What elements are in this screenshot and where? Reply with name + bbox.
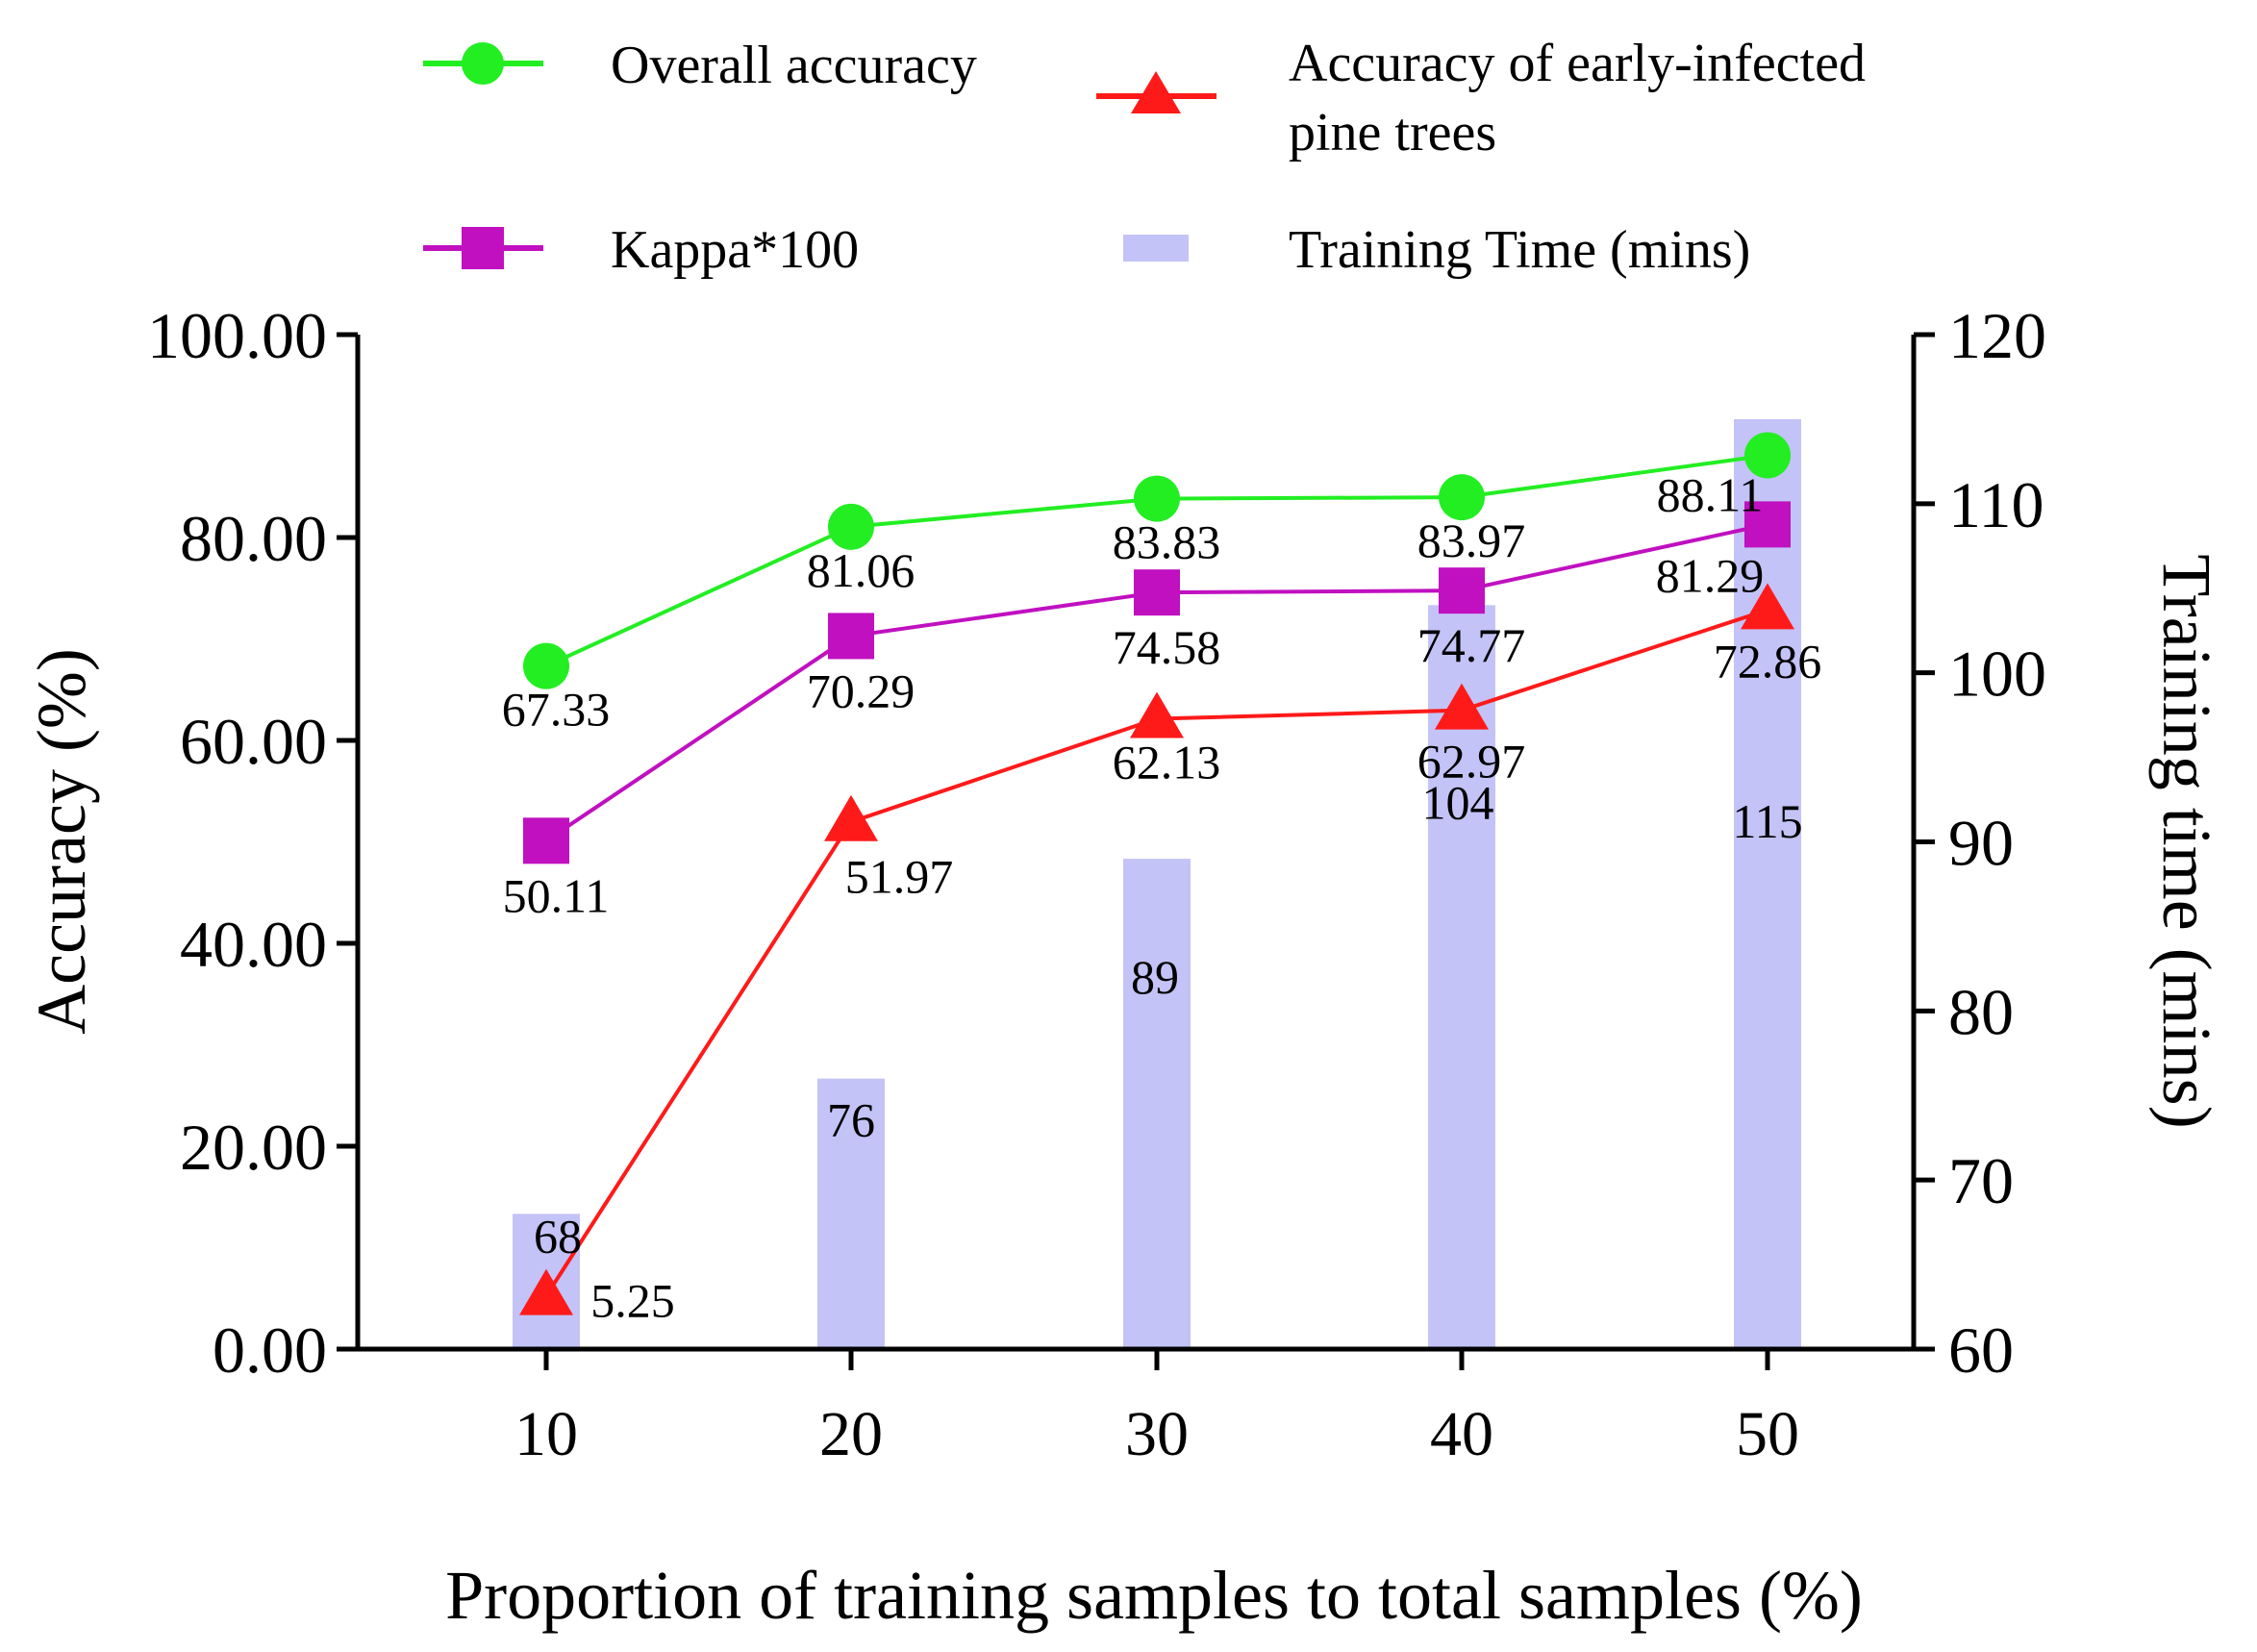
legend-item-training-time: Training Time (mins): [1123, 220, 1750, 280]
left-tick-label-3: 60.00: [180, 705, 327, 778]
legend-label-kappa: Kappa*100: [611, 220, 859, 280]
bar-training-time-20: [817, 1078, 885, 1349]
marker-overall-accuracy-50: [1744, 432, 1791, 479]
bar-series-training-time: [513, 418, 1801, 1350]
axes: 0.00 20.00 40.00 60.00 80.00 100.00 60 70 80 90 1…: [147, 299, 2046, 1469]
label-kappa-50: 81.29: [1656, 548, 1765, 602]
x-axis-ticks: 10 20 30 40 50: [514, 1349, 1799, 1469]
label-overall-accuracy-20: 81.06: [807, 543, 915, 597]
marker-kappa-50: [1744, 501, 1791, 548]
label-early-infected-10: 5.25: [590, 1274, 675, 1328]
x-tick-label-50: 50: [1736, 1399, 1799, 1469]
x-tick-label-10: 10: [514, 1399, 578, 1469]
right-tick-label-1: 70: [1948, 1144, 2014, 1217]
right-tick-label-0: 60: [1948, 1314, 2014, 1387]
right-tick-label-3: 90: [1948, 807, 2014, 880]
label-kappa-30: 74.58: [1113, 620, 1221, 674]
marker-group: [519, 432, 1794, 1315]
bar-training-time-30: [1123, 859, 1191, 1349]
x-tick-label-40: 40: [1430, 1399, 1493, 1469]
right-tick-label-2: 80: [1948, 975, 2014, 1048]
label-kappa-40: 74.77: [1417, 618, 1526, 672]
legend-item-kappa: Kappa*100: [423, 220, 859, 280]
marker-overall-accuracy-10: [523, 642, 569, 689]
label-early-infected-30: 62.13: [1113, 736, 1221, 789]
marker-early-infected-20: [824, 794, 878, 841]
marker-kappa-30: [1134, 569, 1180, 616]
marker-kappa-40: [1439, 567, 1485, 614]
label-early-infected-50: 72.86: [1714, 634, 1822, 688]
label-training-time-30: 89: [1131, 950, 1179, 1004]
legend-item-early-infected: Accuracy of early-infected pine trees: [1096, 34, 1866, 163]
marker-kappa-10: [523, 817, 569, 864]
left-tick-label-1: 20.00: [180, 1111, 327, 1184]
left-tick-label-0: 0.00: [213, 1314, 327, 1387]
legend-marker-bar: [1123, 235, 1189, 262]
marker-kappa-20: [828, 613, 874, 660]
legend-marker-square: [462, 227, 504, 269]
label-kappa-10: 50.11: [503, 868, 610, 922]
left-tick-label-2: 40.00: [180, 908, 327, 981]
right-tick-label-6: 120: [1948, 299, 2046, 372]
legend-label-early-infected-line2: pine trees: [1289, 103, 1496, 163]
legend-marker-triangle: [1131, 71, 1181, 113]
label-early-infected-20: 51.97: [845, 850, 954, 904]
left-axis-title: Accuracy (%): [23, 648, 100, 1035]
left-tick-label-5: 100.00: [147, 299, 327, 372]
legend: Overall accuracy Accuracy of early-infec…: [423, 34, 1866, 280]
label-overall-accuracy-50: 88.11: [1657, 467, 1764, 521]
label-kappa-20: 70.29: [807, 663, 915, 717]
right-tick-label-5: 110: [1948, 468, 2044, 541]
label-training-time-10: 68: [534, 1209, 582, 1263]
right-tick-label-4: 100: [1948, 638, 2046, 711]
x-axis-title: Proportion of training samples to total …: [445, 1557, 1863, 1634]
label-training-time-40: 104: [1422, 775, 1494, 829]
legend-item-overall-accuracy: Overall accuracy: [423, 36, 977, 95]
bar-training-time-50: [1734, 418, 1801, 1350]
marker-overall-accuracy-20: [828, 503, 874, 550]
label-training-time-50: 115: [1732, 794, 1802, 848]
legend-marker-circle: [462, 42, 504, 85]
right-axis-title: Training time (mins): [2148, 554, 2225, 1128]
legend-label-early-infected-line1: Accuracy of early-infected: [1289, 34, 1866, 93]
right-axis-ticks: 60 70 80 90 100 110 120: [1914, 299, 2046, 1387]
label-early-infected-40: 62.97: [1417, 735, 1526, 788]
data-labels: 67.33 81.06 83.83 83.97 88.11 50.11 70.29 74.58…: [502, 467, 1822, 1327]
marker-early-infected-50: [1741, 583, 1794, 630]
marker-overall-accuracy-40: [1439, 474, 1485, 521]
left-axis-ticks: 0.00 20.00 40.00 60.00 80.00 100.00: [147, 299, 358, 1387]
marker-overall-accuracy-30: [1134, 475, 1180, 522]
marker-early-infected-10: [519, 1268, 573, 1315]
x-tick-label-20: 20: [819, 1399, 883, 1469]
label-overall-accuracy-30: 83.83: [1113, 515, 1221, 569]
marker-early-infected-30: [1130, 691, 1184, 738]
marker-early-infected-40: [1435, 683, 1489, 730]
x-tick-label-30: 30: [1125, 1399, 1189, 1469]
legend-label-overall-accuracy: Overall accuracy: [611, 36, 977, 95]
left-tick-label-4: 80.00: [180, 502, 327, 575]
label-overall-accuracy-10: 67.33: [502, 683, 611, 737]
label-training-time-20: 76: [827, 1093, 875, 1147]
label-overall-accuracy-40: 83.97: [1417, 513, 1526, 567]
legend-label-training-time: Training Time (mins): [1289, 220, 1750, 280]
